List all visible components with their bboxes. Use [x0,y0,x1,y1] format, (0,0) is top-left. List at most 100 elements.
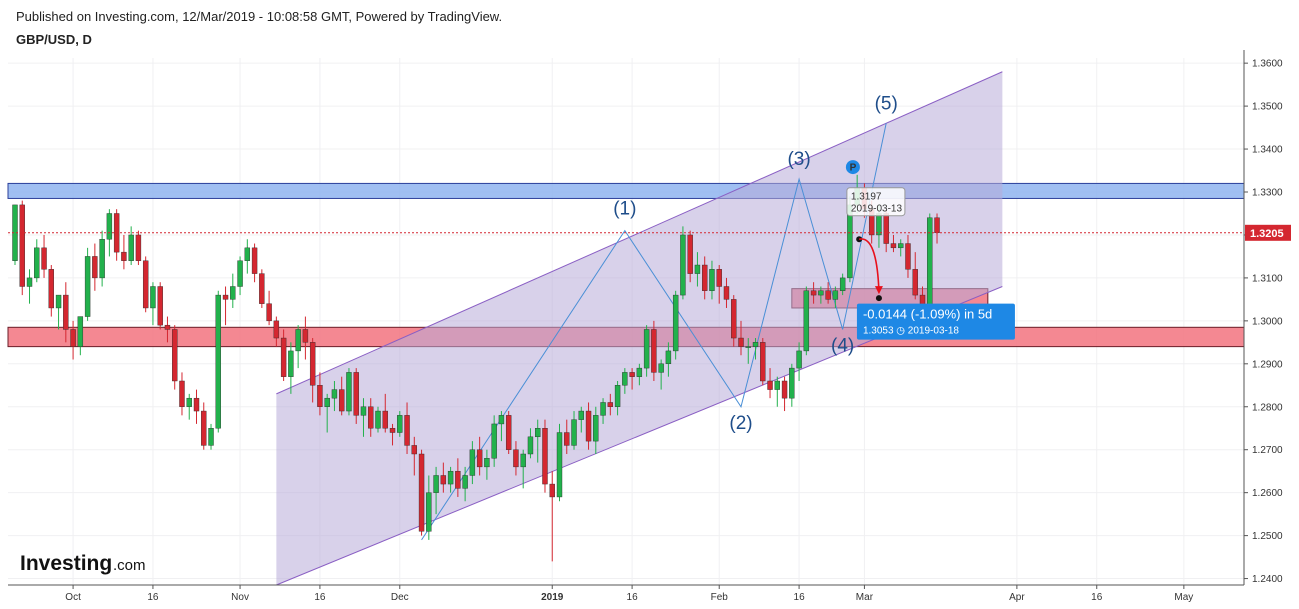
symbol-title: GBP/USD, D [16,32,92,47]
candle-body [803,290,810,352]
candle-body [426,492,432,532]
candle-body [150,286,156,309]
wave-label: (4) [831,335,854,356]
candle-body [745,346,751,348]
projection-target: 1.3053 ◷ 2019-03-18 [863,326,959,337]
candle-body [128,234,134,261]
candle-body [709,269,715,291]
y-tick-label: 1.3300 [1252,188,1283,199]
candle-body [781,380,788,399]
candle-body [469,449,476,476]
published-caption: Published on Investing.com, 12/Mar/2019 … [16,9,503,24]
y-tick-label: 1.3000 [1252,316,1283,327]
candle-body [353,372,359,416]
pivot-marker-label: P [850,163,857,174]
pivot-marker [845,160,860,175]
candle-body [535,428,541,438]
candle-body [404,415,410,446]
candle-body [694,264,701,274]
candle-body [280,337,287,377]
candle-body [760,342,766,382]
candle-body [702,264,708,291]
y-tick-label: 1.2500 [1252,531,1283,542]
candle-body [172,329,178,382]
y-tick-label: 1.2900 [1252,359,1283,370]
wave-label: (2) [729,413,752,434]
candle-body [41,247,47,270]
zone-resistance [7,182,1245,199]
candle-body [484,458,490,468]
candle-body [462,475,468,489]
y-tick-label: 1.3600 [1252,59,1283,70]
candle-body [578,410,584,420]
candle-body [389,428,396,433]
y-tick-label: 1.2400 [1252,574,1283,585]
candle-body [84,256,91,317]
candle-body [331,389,338,399]
candle-body [397,415,403,433]
candle-body [63,294,69,330]
wave-label: (1) [613,199,636,220]
candle-body [77,316,84,347]
tooltip-price: 1.3197 [851,192,882,203]
x-tick-label: 16 [1091,592,1103,603]
candle-body [411,445,417,455]
candle-body [876,213,882,236]
y-tick-label: 1.2700 [1252,445,1283,456]
candle-body [55,294,62,309]
candle-body [70,329,76,347]
candle-body [48,269,54,309]
x-tick-label: Oct [65,592,81,603]
candle-body [513,449,519,468]
candle-body [571,419,577,446]
candle-body [796,350,802,369]
tooltip-date: 2019-03-13 [851,204,903,215]
x-tick-label: May [1174,592,1193,603]
last-price-tag [1245,224,1291,241]
candle-body [593,415,599,442]
projection-change: -0.0144 (-1.09%) in 5d [863,307,992,322]
candle-body [629,372,635,377]
logo-brand: Investing [20,552,112,575]
candle-body [883,213,889,244]
candle-body [440,475,447,485]
elliott-waves: (1) (2) (3) (4) (5) [421,93,898,541]
candle-body [549,483,555,498]
candle-body [542,428,548,485]
x-tick-label: 16 [147,592,159,603]
wave-label: (3) [787,149,810,170]
candle-body [723,286,730,300]
candle-body [476,449,483,468]
axes: 1.36001.35001.34001.33001.32001.31001.30… [8,50,1291,603]
logo-suffix: .com [113,557,146,574]
candle-body [106,213,113,240]
candle-body [564,432,570,446]
y-tick-label: 1.3500 [1252,102,1283,113]
candle-body [498,415,505,425]
candle-body [789,367,795,399]
candle-body [368,406,374,429]
candle-body [302,329,309,343]
tooltip-box [846,187,906,217]
candle-body [382,410,388,429]
candle-body [237,260,243,287]
candle-body [288,350,294,377]
candle-body [731,299,737,339]
y-tick-label: 1.3400 [1252,145,1283,156]
candle-body [832,290,839,300]
x-tick-label: 16 [794,592,806,603]
candle-body [687,234,693,274]
investing-logo: Investing .com [20,552,146,575]
candle-body [157,286,163,326]
candle-body [92,256,98,279]
candle-body [934,217,940,234]
y-tick-label: 1.2800 [1252,402,1283,413]
candle-body [266,303,272,322]
candle-body [600,402,606,416]
candle-body [447,470,454,485]
candle-body [898,243,904,249]
x-tick-label: 16 [627,592,639,603]
candle-body [360,406,367,416]
candle-body [658,363,664,373]
